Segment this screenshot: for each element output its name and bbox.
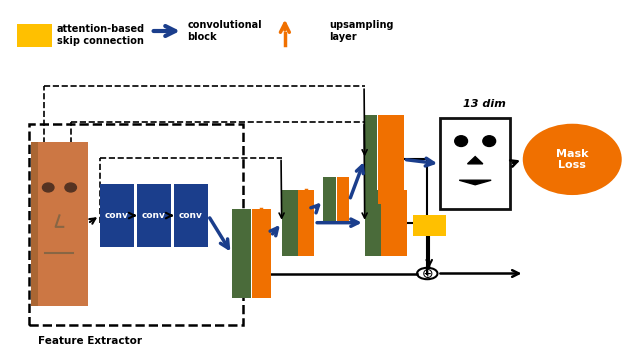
- Bar: [29, 124, 243, 325]
- Bar: [173, 184, 208, 247]
- Text: attention-based
skip connection: attention-based skip connection: [57, 24, 145, 46]
- Bar: [282, 190, 298, 256]
- Bar: [323, 177, 336, 224]
- Bar: [100, 184, 134, 247]
- Text: Mask
Loss: Mask Loss: [556, 149, 589, 170]
- Text: conv: conv: [105, 211, 129, 220]
- Bar: [381, 190, 407, 256]
- Bar: [365, 190, 381, 256]
- Polygon shape: [460, 180, 491, 185]
- Text: Feature Extractor: Feature Extractor: [38, 336, 142, 346]
- Bar: [298, 190, 314, 256]
- Text: $\oplus$: $\oplus$: [421, 266, 433, 281]
- Ellipse shape: [42, 183, 54, 192]
- Text: upsampling
layer: upsampling layer: [330, 20, 394, 42]
- Text: conv: conv: [179, 211, 203, 220]
- Bar: [252, 209, 271, 299]
- Ellipse shape: [65, 183, 76, 192]
- Text: 13 dim: 13 dim: [463, 100, 506, 110]
- Bar: [378, 115, 404, 204]
- Bar: [337, 177, 349, 224]
- Bar: [17, 24, 52, 47]
- Polygon shape: [467, 156, 483, 164]
- Ellipse shape: [523, 124, 621, 195]
- Bar: [137, 184, 172, 247]
- Bar: [232, 209, 251, 299]
- Text: conv: conv: [142, 211, 166, 220]
- Bar: [413, 215, 446, 236]
- Ellipse shape: [455, 136, 467, 146]
- Ellipse shape: [483, 136, 495, 146]
- Bar: [440, 118, 510, 209]
- Text: convolutional
block: convolutional block: [187, 20, 262, 42]
- Bar: [31, 141, 38, 306]
- Bar: [31, 141, 88, 306]
- Bar: [365, 115, 378, 204]
